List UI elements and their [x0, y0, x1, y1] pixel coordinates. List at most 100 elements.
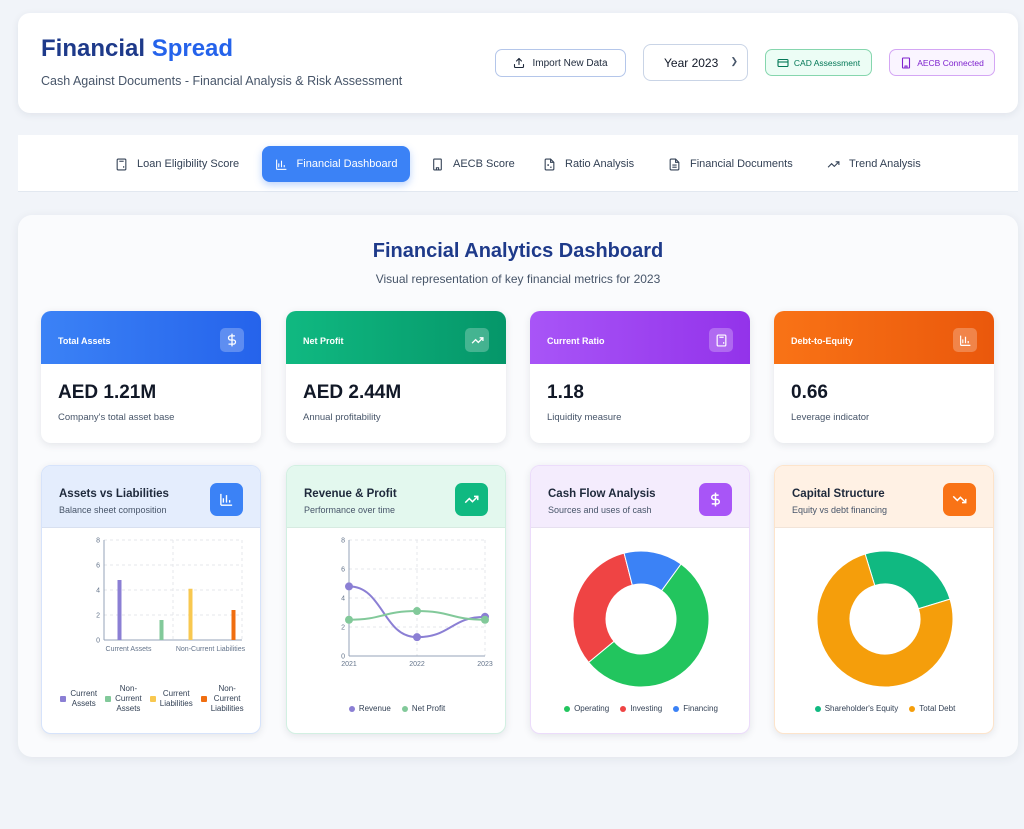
- legend-item[interactable]: Current Liabilities: [149, 684, 193, 714]
- kpi-card-total-assets: Total Assets AED 1.21M Company's total a…: [41, 311, 261, 443]
- kpi-description: Liquidity measure: [547, 412, 622, 423]
- legend-label: Net Profit: [411, 704, 446, 713]
- legend-item[interactable]: Revenue: [348, 704, 391, 713]
- donut-slice: [864, 550, 951, 610]
- x-tick-label: Non-Current Liabilities: [176, 646, 246, 653]
- legend-swatch: [149, 696, 156, 702]
- kpi-card-net-profit: Net Profit AED 2.44M Annual profitabilit…: [286, 311, 506, 443]
- year-select[interactable]: Year 2023 ❯: [643, 44, 748, 81]
- legend-item[interactable]: Total Debt: [909, 704, 955, 713]
- trend-up-icon: [455, 483, 488, 516]
- bar: [231, 610, 236, 640]
- chart-card-header: Capital Structure Equity vs debt financi…: [775, 466, 993, 528]
- legend-swatch: [348, 705, 355, 712]
- page-title: Financial Spread: [41, 35, 234, 62]
- revenue-profit-line-chart: 0 2 4 6 8 2021 2022 2023: [341, 538, 493, 669]
- legend-label: Current Assets: [70, 689, 98, 708]
- chart-legend: Current Assets Non- Current Assets Current Lia…: [42, 684, 260, 714]
- dashboard-panel: Financial Analytics Dashboard Visual rep…: [18, 215, 1018, 757]
- tab-aecb-score[interactable]: AECB Score: [421, 146, 525, 182]
- x-tick-label: 2021: [341, 661, 357, 668]
- legend-label: Non- Current Assets: [115, 684, 142, 713]
- trend-down-icon: [943, 483, 976, 516]
- legend-item[interactable]: Financing: [673, 704, 718, 713]
- y-tick-label: 2: [96, 613, 100, 620]
- y-tick-label: 6: [341, 567, 345, 574]
- kpi-label: Debt-to-Equity: [791, 336, 853, 346]
- data-point: [345, 582, 353, 591]
- bar-chart-icon: [953, 328, 977, 352]
- calculator-doc-icon: [544, 158, 555, 170]
- cad-assessment-label: CAD Assessment: [793, 57, 861, 68]
- building-icon: [433, 158, 442, 170]
- cad-assessment-badge[interactable]: CAD Assessment: [765, 49, 872, 76]
- tab-label: AECB Score: [453, 158, 515, 170]
- capital-structure-donut-chart: [816, 550, 954, 688]
- chart-subtitle: Balance sheet composition: [59, 505, 167, 515]
- legend-item[interactable]: Current Assets: [60, 684, 97, 714]
- aecb-connected-label: AECB Connected: [917, 57, 984, 68]
- tab-financial-documents[interactable]: Financial Documents: [658, 146, 803, 182]
- legend-swatch: [60, 696, 67, 702]
- chart-legend: Revenue Net Profit: [287, 704, 505, 713]
- chevron-down-icon: ❯: [730, 56, 738, 66]
- tab-ratio-analysis[interactable]: Ratio Analysis: [533, 146, 644, 182]
- kpi-header: Debt-to-Equity: [774, 311, 994, 364]
- kpi-value: AED 2.44M: [303, 382, 402, 403]
- aecb-connected-badge[interactable]: AECB Connected: [889, 49, 995, 76]
- chart-card-header: Cash Flow Analysis Sources and uses of c…: [531, 466, 749, 528]
- y-tick-label: 8: [341, 538, 345, 545]
- donut-slice: [623, 550, 682, 592]
- nav-tabs: Loan Eligibility Score Financial Dashboa…: [18, 135, 1018, 192]
- y-tick-label: 2: [341, 625, 345, 632]
- tab-label: Financial Documents: [690, 158, 793, 170]
- legend-item[interactable]: Net Profit: [401, 704, 446, 713]
- kpi-value: AED 1.21M: [58, 382, 157, 403]
- tab-loan-eligibility-score[interactable]: Loan Eligibility Score: [105, 146, 249, 182]
- donut-slice: [572, 552, 633, 664]
- dashboard-subtitle: Visual representation of key financial m…: [375, 272, 661, 286]
- donut-slice: [816, 553, 954, 688]
- kpi-value: 1.18: [547, 382, 584, 403]
- chart-card-cash-flow: Cash Flow Analysis Sources and uses of c…: [530, 465, 750, 734]
- legend-item[interactable]: Investing: [620, 704, 662, 713]
- bar: [188, 588, 193, 640]
- legend-label: Revenue: [358, 704, 391, 713]
- tab-financial-dashboard[interactable]: Financial Dashboard: [262, 146, 410, 182]
- chart-subtitle: Sources and uses of cash: [548, 505, 652, 515]
- trend-up-icon: [827, 160, 840, 168]
- legend-swatch: [909, 705, 916, 712]
- kpi-description: Leverage indicator: [791, 412, 870, 423]
- bar: [117, 580, 122, 640]
- kpi-description: Annual profitability: [303, 412, 381, 423]
- tab-label: Ratio Analysis: [565, 158, 635, 170]
- legend-swatch: [105, 696, 112, 702]
- y-tick-label: 6: [96, 563, 100, 570]
- kpi-label: Net Profit: [303, 336, 344, 346]
- cash-flow-donut-chart: [572, 550, 710, 688]
- legend-swatch: [620, 705, 627, 712]
- credit-card-icon: [777, 58, 789, 67]
- chart-subtitle: Performance over time: [304, 505, 396, 515]
- y-tick-label: 4: [341, 596, 345, 603]
- chart-title: Capital Structure: [792, 488, 885, 500]
- tab-trend-analysis[interactable]: Trend Analysis: [817, 146, 931, 182]
- page-subtitle: Cash Against Documents - Financial Analy…: [41, 74, 403, 88]
- import-data-label: Import New Data: [532, 57, 608, 69]
- import-data-button[interactable]: Import New Data: [495, 49, 626, 77]
- kpi-label: Current Ratio: [547, 336, 605, 346]
- chart-card-header: Assets vs Liabilities Balance sheet comp…: [42, 466, 260, 528]
- x-tick-label: Current Assets: [106, 646, 152, 653]
- year-select-value: Year 2023: [664, 55, 719, 70]
- legend-item[interactable]: Non- Current Assets: [105, 684, 142, 714]
- x-tick-label: 2023: [477, 661, 493, 668]
- kpi-description: Company's total asset base: [58, 412, 175, 423]
- legend-item[interactable]: Non- Current Liabilities: [200, 684, 244, 714]
- kpi-label: Total Assets: [58, 336, 111, 346]
- dashboard-title: Financial Analytics Dashboard: [372, 240, 664, 262]
- legend-item[interactable]: Operating: [564, 704, 609, 713]
- legend-swatch: [564, 705, 571, 712]
- legend-item[interactable]: Shareholder's Equity: [814, 704, 898, 713]
- document-icon: [669, 158, 680, 170]
- chart-subtitle: Equity vs debt financing: [792, 505, 888, 515]
